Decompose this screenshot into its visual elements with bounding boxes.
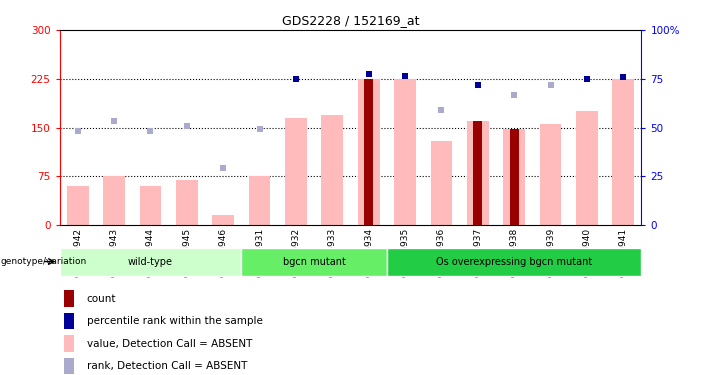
Bar — [387, 248, 641, 276]
Bar — [503, 129, 525, 225]
Bar — [467, 121, 489, 225]
Bar — [430, 141, 452, 225]
Bar — [394, 79, 416, 225]
Bar — [212, 215, 234, 225]
Text: wild-type: wild-type — [128, 256, 173, 267]
Bar — [64, 358, 74, 374]
Text: Os overexpressing bgcn mutant: Os overexpressing bgcn mutant — [436, 256, 592, 267]
Bar — [540, 124, 562, 225]
Text: value, Detection Call = ABSENT: value, Detection Call = ABSENT — [87, 339, 252, 348]
Bar — [249, 176, 271, 225]
Bar — [241, 248, 387, 276]
Bar — [103, 176, 125, 225]
Bar — [60, 248, 241, 276]
Bar — [64, 290, 74, 307]
Bar — [473, 121, 482, 225]
Bar — [176, 180, 198, 225]
Bar — [139, 186, 161, 225]
Bar — [64, 335, 74, 352]
Text: bgcn mutant: bgcn mutant — [283, 256, 346, 267]
Bar — [67, 186, 88, 225]
Text: percentile rank within the sample: percentile rank within the sample — [87, 316, 262, 326]
Bar — [64, 313, 74, 329]
Bar — [510, 129, 519, 225]
Bar — [576, 111, 598, 225]
Text: rank, Detection Call = ABSENT: rank, Detection Call = ABSENT — [87, 361, 247, 371]
Text: count: count — [87, 294, 116, 303]
Bar — [321, 114, 343, 225]
Bar — [613, 79, 634, 225]
Bar — [285, 118, 307, 225]
Text: genotype/variation: genotype/variation — [1, 257, 87, 266]
Title: GDS2228 / 152169_at: GDS2228 / 152169_at — [282, 15, 419, 27]
Bar — [365, 79, 373, 225]
Bar — [358, 79, 380, 225]
